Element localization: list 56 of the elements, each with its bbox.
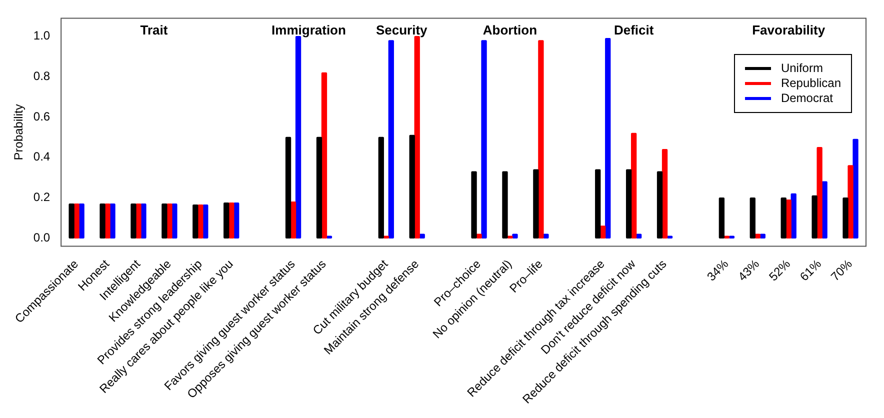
bar <box>718 197 725 238</box>
bar <box>409 134 415 238</box>
bar <box>600 226 606 238</box>
y-tick-label: 0.0 <box>33 230 50 244</box>
y-tick-label: 0.8 <box>33 69 50 84</box>
annotation: Abortion <box>482 22 538 38</box>
bar <box>316 136 322 238</box>
bar <box>68 203 74 238</box>
x-tick-label: 34% <box>704 256 732 284</box>
bar <box>842 197 848 238</box>
bar <box>630 132 637 238</box>
bar <box>388 40 394 238</box>
legend-label: Uniform <box>780 61 823 76</box>
bar <box>538 40 544 238</box>
bar <box>414 36 420 238</box>
bar <box>812 195 818 238</box>
bar <box>595 169 601 238</box>
annotation: Trait <box>140 22 168 38</box>
bar <box>471 171 477 238</box>
bar <box>605 38 611 238</box>
bar <box>295 36 302 238</box>
bar <box>481 40 487 238</box>
y-axis-title: Probability <box>12 104 26 160</box>
bar <box>378 136 384 238</box>
x-tick-label: 70% <box>828 256 856 284</box>
bar <box>533 169 539 238</box>
y-tick-label: 0.2 <box>33 190 50 204</box>
bar <box>285 136 292 238</box>
x-tick-label: 43% <box>735 256 762 284</box>
annotation: Deficit <box>614 22 654 38</box>
bar <box>848 165 854 238</box>
y-tick-label: 1.0 <box>33 28 50 43</box>
bar <box>626 169 632 238</box>
bar <box>750 197 756 238</box>
bar <box>224 202 230 238</box>
annotation: Security <box>376 22 428 38</box>
y-tick-label: 0.4 <box>33 150 50 164</box>
bar <box>130 203 136 238</box>
annotation: Favorability <box>752 22 826 38</box>
annotation: Immigration <box>272 22 346 38</box>
y-tick-label: 0.6 <box>33 109 50 124</box>
bar <box>100 203 106 238</box>
bar <box>852 138 858 238</box>
x-tick-label: 52% <box>766 256 794 284</box>
bar <box>816 147 822 238</box>
x-tick-label: 61% <box>797 256 824 284</box>
bar <box>192 204 198 238</box>
bar <box>502 171 508 238</box>
bar <box>162 203 168 238</box>
bar <box>656 171 663 238</box>
legend-label: Democrat <box>780 91 833 106</box>
bar <box>790 193 796 238</box>
bar <box>321 72 328 238</box>
bar <box>780 197 786 238</box>
legend-label: Republican <box>780 76 841 91</box>
bar <box>662 149 668 238</box>
